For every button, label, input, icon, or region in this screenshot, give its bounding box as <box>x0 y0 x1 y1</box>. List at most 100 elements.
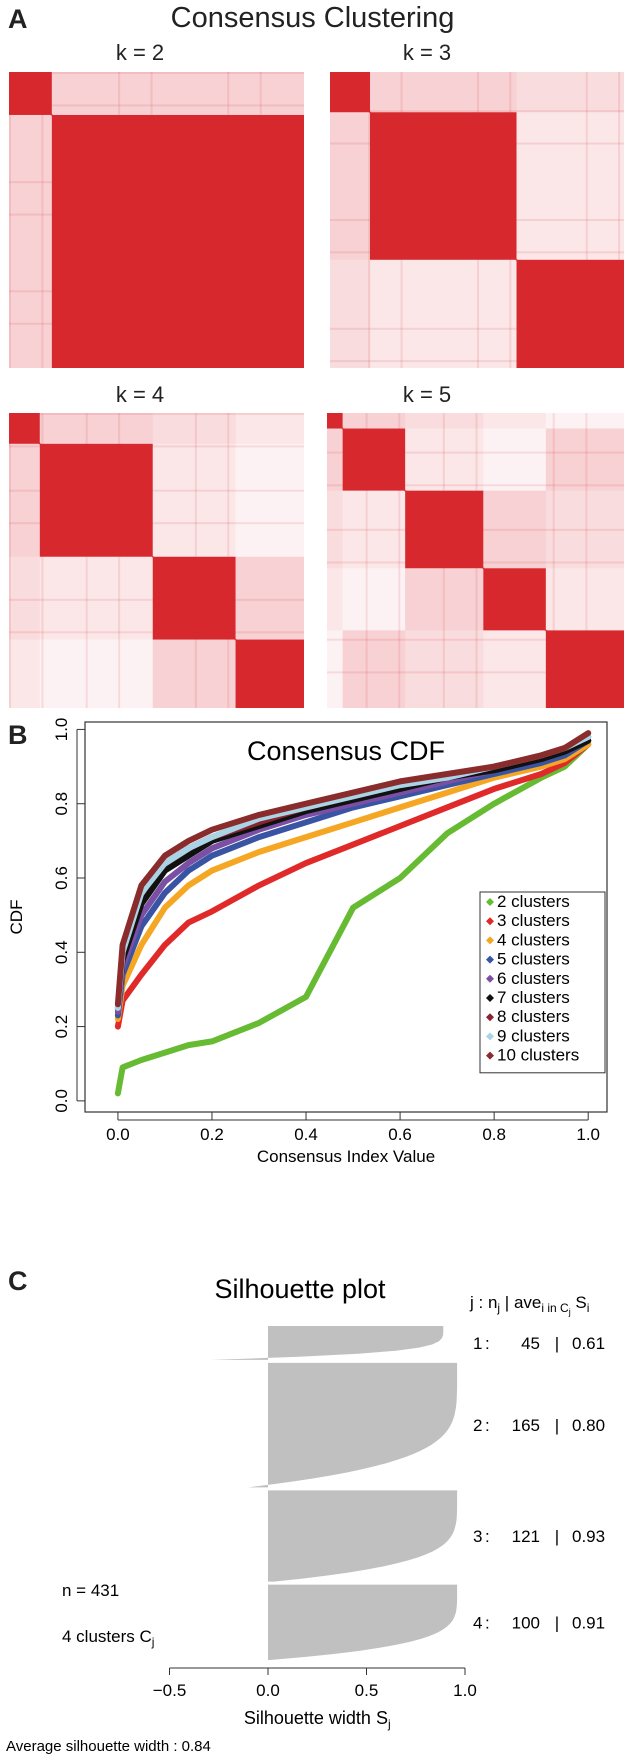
consensus-streak <box>41 413 44 708</box>
silhouette-bars <box>210 1326 444 1360</box>
cluster-sep: : <box>485 1613 490 1632</box>
consensus-streak <box>327 484 624 487</box>
consensus-streak <box>9 631 304 634</box>
consensus-streak <box>327 451 624 454</box>
cluster-divider: | <box>555 1416 559 1435</box>
x-tick-label: 0.0 <box>106 1125 130 1144</box>
legend-marker <box>486 917 494 926</box>
consensus-streak <box>9 72 11 368</box>
consensus-streak <box>330 142 624 145</box>
consensus-off-block <box>152 413 236 444</box>
consensus-off-block <box>9 443 40 557</box>
consensus-off-block <box>235 556 304 640</box>
consensus-streak <box>330 110 624 113</box>
consensus-off-block <box>483 490 546 569</box>
cluster-id: 2 <box>473 1416 482 1435</box>
consensus-off-block <box>39 639 153 708</box>
cluster-divider: | <box>555 1613 559 1632</box>
consensus-off-block <box>516 112 624 260</box>
consensus-off-block <box>39 556 153 640</box>
legend-marker <box>486 955 494 964</box>
legend-marker <box>486 1013 494 1022</box>
panel-a-letter: A <box>8 4 28 34</box>
panel-b-letter: B <box>8 720 28 750</box>
legend-marker <box>486 898 494 906</box>
consensus-cdf-chart: Consensus CDF 0.0 0.2 0.4 0.6 0.8 1.0 0.0 0.2 0.4… <box>7 718 608 1166</box>
consensus-off-block <box>342 568 406 631</box>
consensus-off-block <box>369 259 517 368</box>
silhouette-header: j : nj | avei in Cj Si <box>469 1293 589 1317</box>
sil-x-tick-label: 0.5 <box>355 1681 379 1700</box>
y-tick-label: 0.6 <box>52 866 71 890</box>
consensus-off-block <box>483 428 546 491</box>
consensus-off-block <box>9 114 52 368</box>
x-tick-label: 0.4 <box>294 1125 318 1144</box>
consensus-diagonal <box>9 72 304 368</box>
consensus-off-block <box>545 490 624 569</box>
consensus-off-block <box>405 630 484 708</box>
consensus-streak <box>585 72 588 368</box>
consensus-off-block <box>327 630 343 708</box>
legend-label: 3 clusters <box>497 911 570 930</box>
y-tick-label: 0.4 <box>52 940 71 964</box>
consensus-off-block <box>39 413 153 444</box>
consensus-off-block <box>483 413 546 429</box>
consensus-streak <box>585 413 588 708</box>
consensus-diagonal <box>330 72 624 368</box>
consensus-off-block <box>342 630 406 708</box>
silhouette-bars <box>268 1584 458 1660</box>
consensus-off-block <box>369 72 517 113</box>
cdf-legend-box <box>479 891 606 1074</box>
consensus-off-block <box>327 490 343 569</box>
silhouette-chart: Silhouette plot j : nj | avei in Cj Si1:4… <box>6 1274 605 1755</box>
consensus-off-block <box>51 72 304 115</box>
panel-a-title: Consensus Clustering <box>170 2 455 34</box>
cluster-n: 165 <box>512 1416 540 1435</box>
cluster-sep: : <box>485 1416 490 1435</box>
x-tick-label: 0.2 <box>200 1125 224 1144</box>
consensus-off-block <box>516 72 624 113</box>
consensus-off-block <box>545 428 624 491</box>
cluster-id: 3 <box>473 1527 482 1546</box>
cluster-ave: 0.80 <box>572 1416 605 1435</box>
cluster-ave: 0.91 <box>572 1613 605 1632</box>
consensus-off-block <box>545 568 624 631</box>
cluster-n: 100 <box>512 1613 540 1632</box>
consensus-streak <box>327 528 624 531</box>
consensus-off-block <box>330 259 370 368</box>
legend-marker <box>486 1051 494 1060</box>
sil-x-tick-label: −0.5 <box>153 1681 187 1700</box>
consensus-streak <box>118 72 121 368</box>
legend-label: 2 clusters <box>497 892 570 911</box>
panel-c-letter: C <box>8 1266 28 1296</box>
consensus-streak <box>9 213 304 216</box>
cdf-title: Consensus CDF <box>247 736 445 766</box>
consensus-streak <box>327 561 624 564</box>
cdf-plot-border <box>84 721 608 1113</box>
legend-label: 6 clusters <box>497 969 570 988</box>
consensus-off-block <box>342 413 406 429</box>
heatmap-k4 <box>9 413 304 708</box>
consensus-off-block <box>152 639 236 708</box>
sil-x-tick-label: 0.0 <box>256 1681 280 1700</box>
legend-label: 5 clusters <box>497 950 570 969</box>
consensus-streak <box>552 413 555 708</box>
cdf-series-line <box>114 741 592 1030</box>
x-axis-label: Consensus Index Value <box>257 1147 435 1166</box>
cluster-ave: 0.61 <box>572 1334 605 1353</box>
legend-label: 9 clusters <box>497 1026 570 1045</box>
cluster-divider: | <box>555 1527 559 1546</box>
consensus-off-block <box>235 413 304 444</box>
consensus-streak <box>327 638 624 641</box>
y-tick-label: 0.2 <box>52 1015 71 1039</box>
legend-label: 8 clusters <box>497 1007 570 1026</box>
consensus-off-block <box>152 443 236 557</box>
legend-label: 10 clusters <box>497 1046 579 1065</box>
x-tick-label: 0.8 <box>482 1125 506 1144</box>
consensus-streak <box>259 72 262 368</box>
consensus-streak <box>509 72 512 368</box>
consensus-off-block <box>405 428 484 491</box>
consensus-streak <box>9 522 304 525</box>
x-tick-label: 0.6 <box>388 1125 412 1144</box>
consensus-streak <box>9 489 304 492</box>
